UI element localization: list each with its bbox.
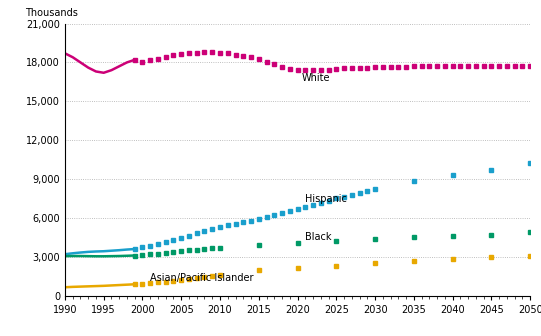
Text: Thousands: Thousands [25,8,78,18]
Text: Asian/Pacific Islander: Asian/Pacific Islander [150,273,254,283]
Text: Hispanic: Hispanic [305,194,347,204]
Text: Black: Black [305,232,332,242]
Text: White: White [301,74,330,83]
